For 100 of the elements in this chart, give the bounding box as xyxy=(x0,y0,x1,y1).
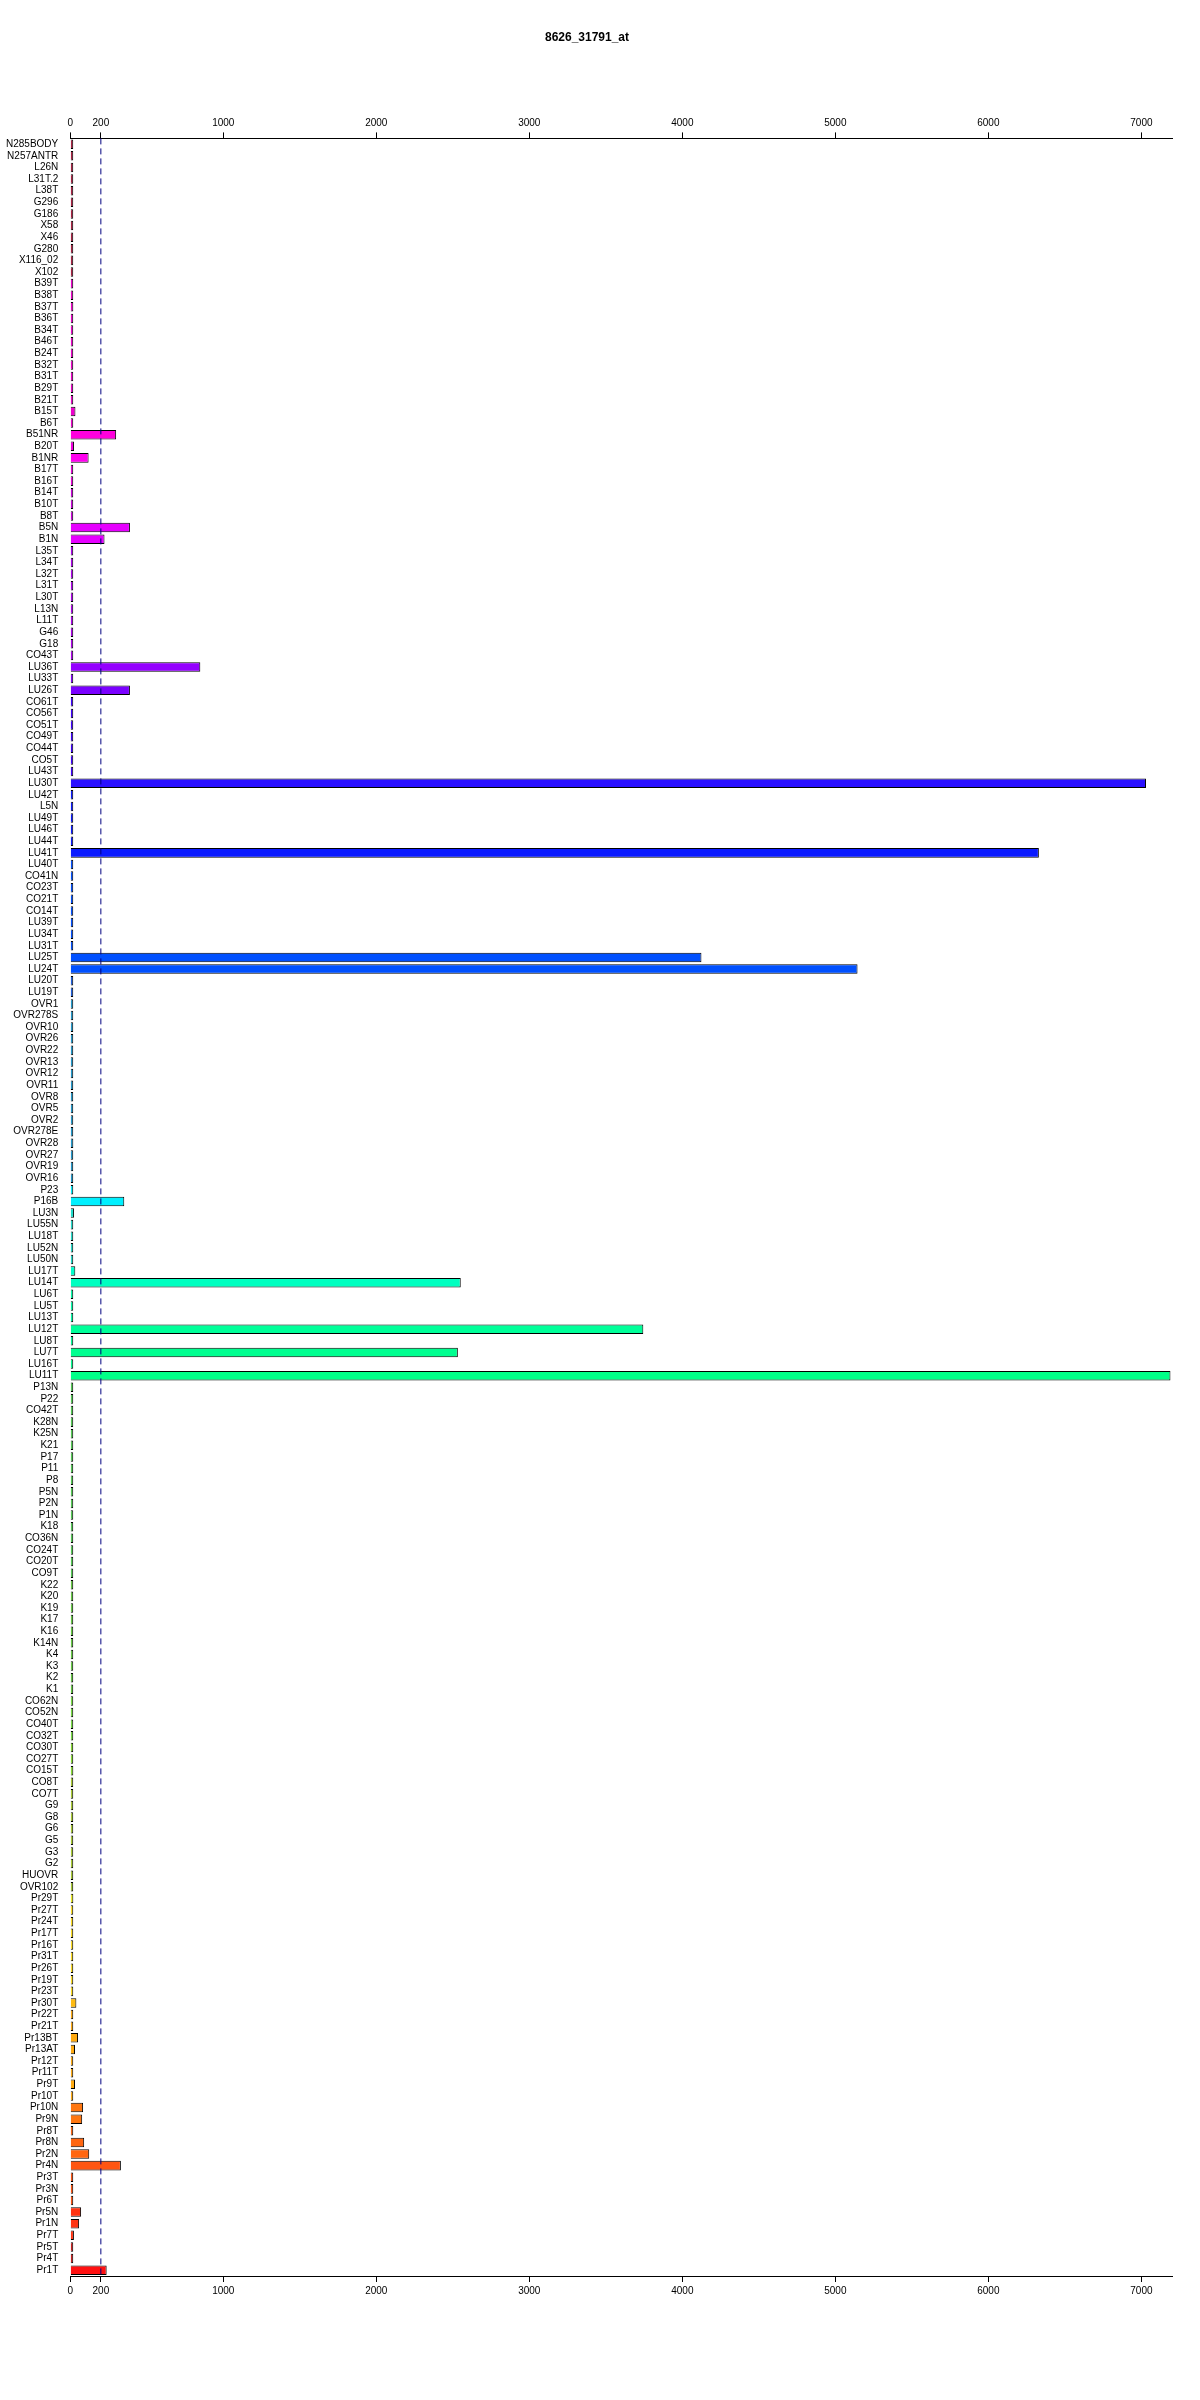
y-tick-label: Pr10T xyxy=(31,2089,59,2101)
y-tick-label: CO62N xyxy=(24,1694,59,1706)
y-tick-label: G8 xyxy=(44,1810,59,1822)
y-tick-label: B29T xyxy=(34,381,59,393)
y-tick-label: LU8T xyxy=(33,1334,59,1346)
y-tick-label: K25N xyxy=(33,1427,59,1439)
y-tick-label: K4 xyxy=(46,1648,59,1660)
y-tick-label: N257ANTR xyxy=(7,149,59,161)
y-tick-label: K3 xyxy=(46,1659,59,1671)
y-tick-label: K21 xyxy=(40,1439,59,1451)
y-tick-label: G5 xyxy=(44,1834,59,1846)
y-tick-label: B6T xyxy=(39,416,59,428)
y-tick-label: Pr5T xyxy=(36,2240,59,2252)
y-tick-label: P22 xyxy=(40,1392,59,1404)
x2-tick-label: 7000 xyxy=(1130,2284,1153,2296)
x-tick-label: 7000 xyxy=(1130,117,1153,129)
x-tick-label: 3000 xyxy=(518,117,541,129)
y-tick-label: CO30T xyxy=(26,1741,59,1753)
y-tick-label: CO5T xyxy=(31,753,59,765)
x-tick-label: 4000 xyxy=(671,117,694,129)
y-tick-label: L31T.2 xyxy=(28,172,59,184)
y-tick-label: LU19T xyxy=(28,986,59,998)
y-tick-label: LU20T xyxy=(28,974,59,986)
y-tick-label: G186 xyxy=(33,207,59,219)
y-tick-label: P11 xyxy=(41,1462,59,1474)
y-tick-label: CO49T xyxy=(26,730,59,742)
y-tick-label: B24T xyxy=(34,347,59,359)
x2-tick-label: 3000 xyxy=(518,2284,541,2296)
y-tick-label: P23 xyxy=(40,1183,59,1195)
y-tick-label: P17 xyxy=(40,1450,59,1462)
y-tick-label: P16B xyxy=(33,1195,59,1207)
y-tick-label: LU6T xyxy=(33,1288,59,1300)
y-tick-label: B10T xyxy=(34,498,59,510)
y-tick-label: OVR11 xyxy=(26,1078,59,1090)
y-tick-label: OVR1 xyxy=(31,997,59,1009)
y-tick-label: LU42T xyxy=(28,788,59,800)
y-tick-label: K2 xyxy=(46,1671,59,1683)
x-tick-label: 1000 xyxy=(212,117,235,129)
y-tick-label: K18 xyxy=(40,1520,59,1532)
y-tick-label: OVR26 xyxy=(25,1032,59,1044)
y-tick-label: Pr7T xyxy=(36,2229,59,2241)
y-tick-label: LU34T xyxy=(28,927,59,939)
y-tick-label: CO41N xyxy=(24,869,59,881)
y-tick-label: L35T xyxy=(35,544,59,556)
y-tick-label: HUOVR xyxy=(22,1868,59,1880)
y-tick-label: Pr2N xyxy=(35,2147,59,2159)
y-tick-label: CO20T xyxy=(26,1555,59,1567)
y-tick-label: Pr17T xyxy=(31,1927,59,1939)
y-tick-label: CO7T xyxy=(31,1787,59,1799)
y-tick-label: K28N xyxy=(33,1415,59,1427)
y-tick-label: Pr30T xyxy=(31,1996,59,2008)
y-tick-label: G296 xyxy=(33,196,59,208)
y-tick-label: G18 xyxy=(39,637,59,649)
y-tick-label: Pr29T xyxy=(31,1892,59,1904)
y-tick-label: B14T xyxy=(34,486,59,498)
y-tick-label: B20T xyxy=(34,440,59,452)
y-tick-label: Pr9N xyxy=(35,2112,59,2124)
y-tick-label: CO21T xyxy=(26,893,59,905)
y-tick-label: OVR13 xyxy=(25,1055,59,1067)
y-tick-label: LU30T xyxy=(28,776,59,788)
y-tick-label: Pr19T xyxy=(31,1973,59,1985)
y-tick-label: LU50N xyxy=(27,1253,59,1265)
y-tick-label: X102 xyxy=(34,265,59,277)
y-tick-label: LU46T xyxy=(28,823,59,835)
y-tick-label: CO44T xyxy=(26,742,59,754)
y-tick-label: LU16T xyxy=(28,1357,59,1369)
y-tick-label: OVR22 xyxy=(25,1044,59,1056)
y-tick-label: B37T xyxy=(34,300,59,312)
y-tick-label: L30T xyxy=(35,591,59,603)
y-tick-label: Pr5N xyxy=(35,2205,59,2217)
y-tick-label: LU3N xyxy=(32,1206,59,1218)
x2-tick-label: 5000 xyxy=(824,2284,847,2296)
y-tick-label: LU14T xyxy=(28,1276,59,1288)
y-tick-label: Pr27T xyxy=(31,1903,59,1915)
y-tick-label: CO14T xyxy=(26,904,59,916)
y-tick-label: OVR2 xyxy=(31,1113,59,1125)
y-tick-label: CO27T xyxy=(26,1752,59,1764)
y-tick-label: Pr12T xyxy=(31,2054,59,2066)
y-tick-label: OVR19 xyxy=(25,1160,59,1172)
y-tick-label: G3 xyxy=(44,1845,59,1857)
y-tick-label: CO61T xyxy=(26,695,59,707)
y-tick-label: P2N xyxy=(38,1497,59,1509)
y-tick-label: OVR278S xyxy=(13,1009,59,1021)
y-tick-label: LU24T xyxy=(28,962,59,974)
y-tick-label: L38T xyxy=(35,184,59,196)
y-tick-label: Pr21T xyxy=(31,2019,59,2031)
y-tick-label: Pr22T xyxy=(31,2008,59,2020)
y-tick-label: K17 xyxy=(40,1613,59,1625)
y-tick-label: OVR278E xyxy=(13,1125,59,1137)
y-tick-label: X46 xyxy=(40,230,59,242)
y-tick-label: LU44T xyxy=(28,835,59,846)
y-tick-label: G2 xyxy=(44,1857,59,1869)
x2-tick-label: 0 xyxy=(67,2284,74,2296)
y-tick-label: CO52N xyxy=(24,1706,59,1718)
x2-tick-label: 1000 xyxy=(212,2284,235,2296)
y-tick-label: P8 xyxy=(46,1473,59,1485)
y-tick-label: B36T xyxy=(34,312,59,324)
y-tick-label: CO32T xyxy=(26,1729,59,1741)
y-tick-label: CO15T xyxy=(26,1764,59,1776)
y-tick-label: LU5T xyxy=(33,1299,59,1311)
